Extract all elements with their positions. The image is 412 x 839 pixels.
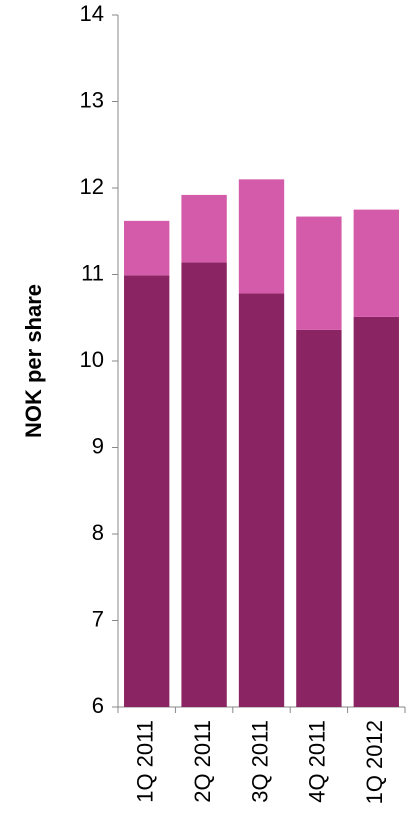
y-tick-label: 7 <box>92 606 104 631</box>
y-tick-label: 9 <box>92 433 104 458</box>
x-tick-label: 2Q 2011 <box>190 720 215 803</box>
bar-segment <box>296 216 342 330</box>
bar-segment <box>238 179 285 294</box>
bar-segment <box>353 209 399 317</box>
x-tick-label: 1Q 2011 <box>133 720 158 803</box>
y-tick-label: 12 <box>80 174 104 199</box>
y-tick-label: 8 <box>92 520 104 545</box>
bar-segment <box>296 329 342 707</box>
bar-segment <box>353 316 399 707</box>
bar-segment <box>124 275 170 707</box>
x-tick-label: 4Q 2011 <box>305 720 330 803</box>
y-tick-label: 11 <box>81 260 104 285</box>
y-tick-label: 13 <box>80 87 104 112</box>
y-axis-label: NOK per share <box>21 284 46 438</box>
bar-segment <box>238 293 285 707</box>
bar-segment <box>181 194 227 263</box>
y-tick-label: 14 <box>80 1 104 26</box>
y-tick-label: 10 <box>80 347 104 372</box>
y-tick-label: 6 <box>92 693 104 718</box>
bar-segment <box>181 262 227 707</box>
x-tick-label: 3Q 2011 <box>247 720 272 803</box>
x-tick-label: 1Q 2012 <box>362 720 387 804</box>
bar-segment <box>124 220 170 276</box>
